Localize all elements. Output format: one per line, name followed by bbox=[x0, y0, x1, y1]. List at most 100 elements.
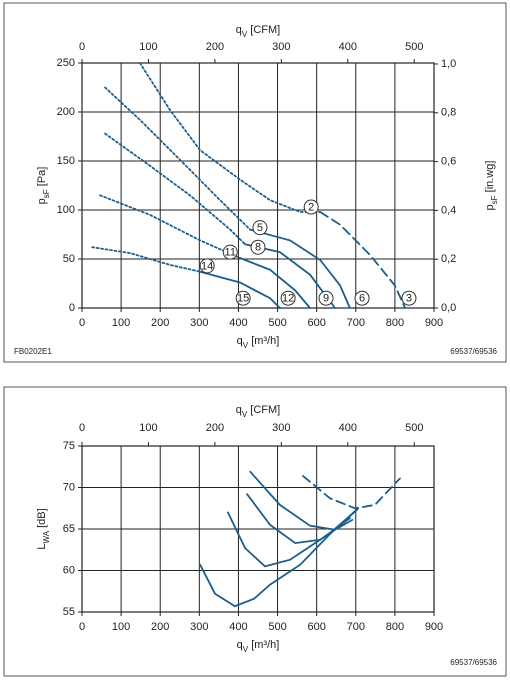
y-axis-label: LWA [dB] bbox=[36, 508, 51, 549]
x-tick-label: 300 bbox=[190, 317, 208, 329]
curve bbox=[104, 132, 246, 246]
x-tick-label: 900 bbox=[425, 317, 443, 329]
plot-frame bbox=[81, 62, 435, 309]
x-tick-label: 900 bbox=[425, 621, 443, 633]
curve bbox=[249, 228, 351, 309]
y2-tick-label: 0,4 bbox=[441, 204, 456, 216]
x-tick-label: 400 bbox=[229, 621, 247, 633]
curve-marker-label: 14 bbox=[201, 260, 213, 272]
y-axis-label-part: sF bbox=[42, 189, 51, 198]
x-tick-label: 600 bbox=[307, 317, 325, 329]
x-tick-label: 700 bbox=[347, 621, 365, 633]
y-axis-label-part: WA bbox=[42, 530, 51, 543]
x2-tick-label: 400 bbox=[339, 41, 357, 53]
panel-frame bbox=[3, 386, 507, 677]
curve-marker-label: 3 bbox=[406, 293, 412, 305]
y-axis-label-part: L bbox=[36, 544, 48, 550]
curve-marker-label: 15 bbox=[237, 293, 249, 305]
curve-marker bbox=[354, 290, 370, 306]
curve-marker bbox=[303, 199, 319, 215]
curve-marker bbox=[250, 239, 266, 255]
x2-axis-label: qV [CFM] bbox=[236, 24, 280, 39]
y-tick-label: 70 bbox=[63, 481, 75, 493]
curve-marker-label: 11 bbox=[225, 247, 236, 259]
x-tick-label: 200 bbox=[151, 621, 169, 633]
drawing-code: 69537/69536 bbox=[450, 347, 497, 356]
x-tick-label: 0 bbox=[79, 621, 85, 633]
curve bbox=[104, 86, 252, 231]
y-tick-label: 100 bbox=[57, 204, 75, 216]
y2-tick-label: 0,8 bbox=[441, 107, 456, 119]
x2-tick-label: 0 bbox=[79, 41, 85, 53]
x2-tick-label: 100 bbox=[139, 422, 157, 434]
x2-tick-label: 100 bbox=[139, 41, 157, 53]
y-axis-label-part: [dB] bbox=[36, 508, 48, 531]
curve-marker bbox=[318, 290, 334, 306]
x-tick-label: 800 bbox=[386, 621, 404, 633]
y-tick-label: 55 bbox=[63, 606, 75, 618]
curve-marker bbox=[235, 290, 251, 306]
drawing-code: FB0202E1 bbox=[14, 347, 52, 356]
curve bbox=[139, 62, 322, 213]
x2-axis-label-part: V bbox=[242, 30, 248, 39]
curve-marker bbox=[252, 220, 268, 236]
x2-tick-label: 300 bbox=[272, 41, 290, 53]
x-tick-label: 0 bbox=[79, 317, 85, 329]
x-axis-label: qV [m³/h] bbox=[237, 639, 280, 654]
y2-axis-label-part: p bbox=[484, 204, 496, 210]
panel-frame bbox=[3, 2, 507, 363]
y2-tick-label: 0,2 bbox=[441, 253, 456, 265]
y-axis-label-part: [Pa] bbox=[36, 167, 48, 190]
x-axis-label-part: q bbox=[237, 335, 243, 347]
curve bbox=[246, 493, 351, 545]
y2-axis-label-part: sF bbox=[490, 195, 499, 204]
y-tick-label: 75 bbox=[63, 440, 75, 452]
x-tick-label: 500 bbox=[268, 621, 286, 633]
curve bbox=[91, 246, 201, 273]
x-tick-label: 500 bbox=[268, 317, 286, 329]
y-axis-label-part: p bbox=[36, 198, 48, 204]
y-tick-label: 150 bbox=[57, 155, 75, 167]
y2-axis-label: psF [in.wg] bbox=[484, 161, 499, 211]
x2-axis-label-part: q bbox=[236, 24, 242, 36]
curve-marker bbox=[222, 244, 238, 260]
curve-marker-label: 9 bbox=[323, 293, 329, 305]
y2-tick-label: 1,0 bbox=[441, 58, 456, 70]
x2-tick-label: 0 bbox=[79, 422, 85, 434]
x-tick-label: 400 bbox=[229, 317, 247, 329]
x-tick-label: 800 bbox=[386, 317, 404, 329]
y-tick-label: 250 bbox=[57, 57, 75, 69]
y-axis-label: psF [Pa] bbox=[36, 167, 51, 205]
x2-tick-label: 300 bbox=[272, 422, 290, 434]
x2-axis-label: qV [CFM] bbox=[236, 404, 280, 419]
x-tick-label: 100 bbox=[112, 317, 130, 329]
curve-marker bbox=[280, 290, 296, 306]
x2-tick-label: 200 bbox=[206, 41, 224, 53]
x-axis-label-part: V bbox=[243, 341, 249, 350]
curve-marker-label: 8 bbox=[255, 242, 261, 254]
curve bbox=[302, 475, 401, 510]
y-tick-label: 200 bbox=[57, 106, 75, 118]
x-axis-label: qV [m³/h] bbox=[237, 335, 280, 350]
curve-marker-label: 12 bbox=[282, 293, 294, 305]
curve bbox=[249, 470, 354, 531]
x-tick-label: 600 bbox=[307, 621, 325, 633]
plot-frame bbox=[81, 445, 435, 613]
x2-axis-label-part: [CFM] bbox=[247, 24, 280, 36]
y-tick-label: 50 bbox=[63, 253, 75, 265]
x-axis-label-part: q bbox=[237, 639, 243, 651]
curve-marker bbox=[199, 258, 215, 274]
x2-tick-label: 500 bbox=[405, 41, 423, 53]
curve-marker-label: 6 bbox=[359, 293, 365, 305]
x2-tick-label: 500 bbox=[405, 422, 423, 434]
x-tick-label: 700 bbox=[347, 317, 365, 329]
curve bbox=[227, 509, 358, 568]
y2-tick-label: 0,0 bbox=[441, 302, 456, 314]
curve-marker bbox=[401, 290, 417, 306]
y2-tick-label: 0,6 bbox=[441, 155, 456, 167]
curve bbox=[99, 194, 241, 259]
y-tick-label: 60 bbox=[63, 564, 75, 576]
y2-axis-label-part: [in.wg] bbox=[484, 161, 496, 196]
x2-axis-label-part: q bbox=[236, 404, 242, 416]
